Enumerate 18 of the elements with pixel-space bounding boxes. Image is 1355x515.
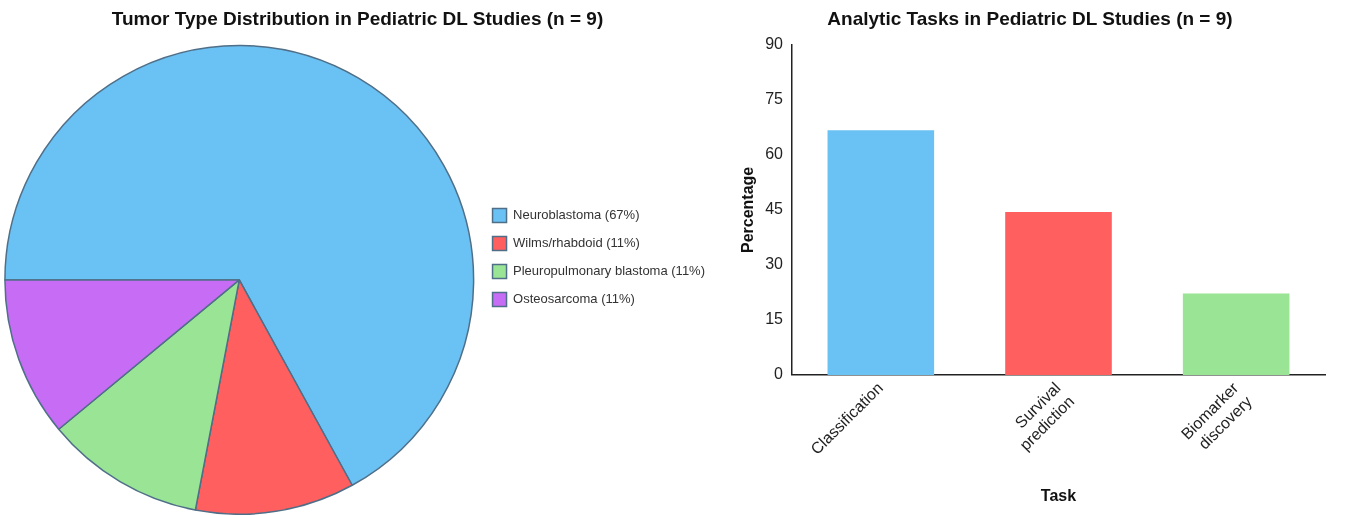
legend-label: Neuroblastoma (67%) <box>513 207 640 223</box>
y-tick-label: 30 <box>765 255 784 273</box>
legend-label: Osteosarcoma (11%) <box>513 291 635 307</box>
y-tick-label: 45 <box>765 200 784 218</box>
chart-title: Analytic Tasks in Pediatric DL Studies (n = 9) <box>827 7 1233 29</box>
y-tick-label: 60 <box>765 145 784 163</box>
x-axis-title: Task <box>1040 486 1077 504</box>
y-tick-label: 15 <box>765 310 784 328</box>
bar <box>827 130 935 375</box>
y-tick-label: 75 <box>765 90 784 108</box>
legend-label: Wilms/rhabdoid (11%) <box>513 235 640 251</box>
y-tick-label: 90 <box>765 35 784 53</box>
y-axis-title: Percentage <box>739 166 757 254</box>
bar <box>1182 293 1290 375</box>
chart-title: Tumor Type Distribution in Pediatric DL Studies (n = 9) <box>111 7 604 29</box>
legend-label: Pleuropulmonary blastoma (11%) <box>513 263 706 279</box>
bar <box>1005 212 1112 375</box>
y-tick-label: 0 <box>774 365 784 383</box>
